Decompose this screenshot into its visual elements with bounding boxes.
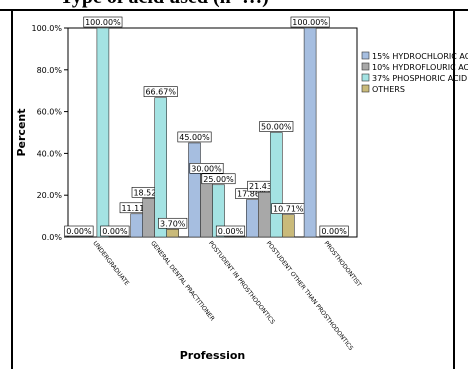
frame-right-line bbox=[453, 9, 455, 369]
frame-left-line bbox=[11, 9, 13, 369]
data-label: 18.52% bbox=[133, 188, 164, 197]
legend-label: 37% PHOSPHORIC ACID bbox=[372, 74, 467, 83]
y-axis-title: Percent bbox=[15, 108, 28, 156]
legend-label: OTHERS bbox=[372, 85, 405, 94]
page-title: Type of acid used (n=…) bbox=[60, 0, 468, 9]
data-label-box bbox=[215, 225, 246, 237]
legend-swatch bbox=[361, 51, 370, 60]
x-tick-label: UNDERGRADUATE bbox=[91, 240, 130, 287]
data-label: 25.00% bbox=[203, 175, 234, 184]
bar-3-2 bbox=[154, 97, 167, 238]
y-tick-label: 100.0% bbox=[31, 24, 62, 33]
data-label: 50.00% bbox=[261, 123, 292, 132]
data-label-box bbox=[83, 16, 123, 28]
data-label-box bbox=[319, 225, 349, 237]
bar-3-1 bbox=[96, 27, 110, 238]
data-label-box bbox=[189, 163, 224, 174]
bar-1-4 bbox=[246, 199, 259, 238]
data-label-box bbox=[143, 86, 178, 97]
data-label-box bbox=[100, 225, 130, 237]
data-label: 10.71% bbox=[273, 205, 304, 214]
bar-4-4 bbox=[281, 214, 295, 238]
data-label: 3.70% bbox=[160, 219, 186, 228]
data-label-box bbox=[158, 217, 188, 229]
legend-label: 10% HYDROFLOURIC ACID bbox=[372, 63, 468, 72]
data-label: 45.00% bbox=[179, 133, 210, 142]
bar-1-3 bbox=[188, 142, 201, 238]
y-tick-label: 20.0% bbox=[37, 191, 63, 200]
bar-2-4 bbox=[257, 191, 271, 238]
data-label: 0.00% bbox=[321, 227, 347, 236]
data-label-box bbox=[177, 131, 212, 143]
data-label-box bbox=[64, 225, 94, 237]
y-tick-label: 60.0% bbox=[37, 108, 63, 117]
bar-1-5 bbox=[303, 27, 317, 238]
data-label: 30.00% bbox=[191, 164, 222, 173]
legend-label: 15% HYDROCHLORIC ACID bbox=[372, 52, 468, 61]
data-label: 66.67% bbox=[145, 88, 176, 97]
bar-1-2 bbox=[130, 213, 143, 238]
x-tick-label: POSTUDENT IN PROSTHODONTICS bbox=[207, 240, 276, 326]
y-tick-label: 80.0% bbox=[37, 66, 63, 75]
data-label: 100.00% bbox=[292, 18, 328, 27]
data-label-box bbox=[290, 16, 330, 28]
legend-swatch bbox=[361, 62, 370, 71]
x-tick-label: PROSTHODONTIST bbox=[323, 240, 363, 289]
bar-2-2 bbox=[142, 197, 155, 238]
y-tick-label: 40.0% bbox=[37, 149, 63, 158]
legend-swatch bbox=[361, 84, 370, 93]
data-label: 11.11% bbox=[121, 204, 152, 213]
data-label: 0.00% bbox=[102, 227, 128, 236]
data-label: 100.00% bbox=[85, 18, 121, 27]
data-label-box bbox=[259, 121, 294, 132]
data-label: 0.00% bbox=[66, 227, 92, 236]
x-axis-title: Profession bbox=[180, 349, 246, 362]
bar-4-2 bbox=[166, 228, 179, 238]
legend-swatch bbox=[361, 73, 370, 82]
data-label: 0.00% bbox=[218, 227, 244, 236]
bar-3-3 bbox=[212, 184, 225, 238]
data-label: 17.86% bbox=[237, 190, 268, 199]
x-tick-label: GENERAL DENTAL PRACTITIONER bbox=[149, 240, 216, 323]
bar-3-4 bbox=[269, 132, 283, 238]
data-label-box bbox=[201, 173, 236, 185]
data-label: 21.43% bbox=[249, 182, 280, 191]
y-tick-label: 0.0% bbox=[42, 233, 63, 242]
frame-top-line bbox=[0, 9, 468, 11]
